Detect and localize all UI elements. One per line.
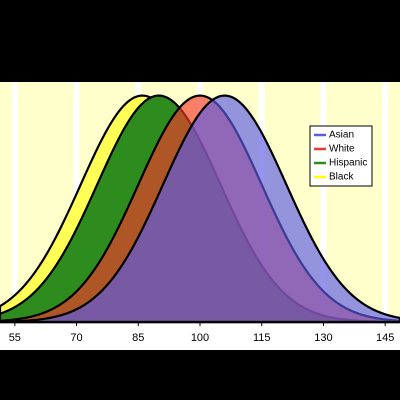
- x-tick-label: 70: [70, 332, 82, 344]
- curves: [0, 94, 400, 324]
- curve: [0, 94, 400, 324]
- x-tick-label: 115: [253, 332, 271, 344]
- legend-label: White: [329, 144, 355, 155]
- legend-label: Hispanic: [329, 158, 367, 169]
- legend-label: Asian: [329, 130, 354, 141]
- x-tick-label: 85: [132, 332, 144, 344]
- x-tick-label: 130: [314, 332, 332, 344]
- legend-label: Black: [329, 172, 354, 183]
- x-tick-label: 145: [376, 332, 394, 344]
- legend: Asian White Hispanic Black: [309, 125, 373, 187]
- x-tick-label: 55: [9, 332, 21, 344]
- x-ticks: 55 70 85 100 115 130 145: [9, 322, 394, 344]
- x-tick-label: 100: [191, 332, 209, 344]
